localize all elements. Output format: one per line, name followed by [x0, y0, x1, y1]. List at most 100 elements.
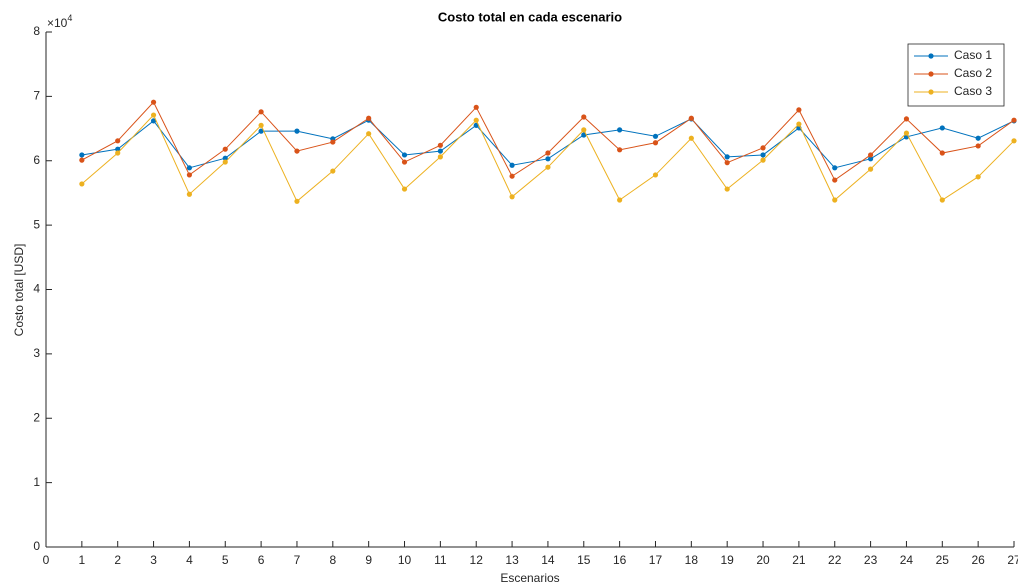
x-tick-label: 21 [792, 553, 806, 567]
data-point [330, 168, 336, 174]
x-tick-label: 17 [649, 553, 663, 567]
data-point [115, 150, 121, 156]
data-point [652, 140, 659, 146]
data-point [294, 128, 300, 134]
x-tick-label: 11 [434, 553, 447, 567]
data-point [401, 159, 408, 165]
x-tick-label: 6 [258, 553, 265, 567]
legend-label: Caso 1 [954, 48, 992, 62]
x-tick-label: 13 [505, 553, 519, 567]
x-tick-label: 3 [150, 553, 157, 567]
data-point [545, 164, 551, 170]
data-point [366, 115, 372, 121]
data-point [724, 160, 730, 166]
data-point [437, 154, 443, 160]
data-point [903, 116, 910, 122]
data-point [79, 152, 85, 158]
x-tick-label: 14 [541, 553, 555, 567]
x-tick-label: 18 [685, 553, 699, 567]
data-point [939, 150, 945, 156]
data-point [115, 138, 121, 144]
data-point [1011, 138, 1017, 144]
data-point [581, 114, 587, 120]
data-point [150, 112, 157, 118]
y-exponent-base: ×10 [47, 16, 68, 30]
x-tick-label: 26 [971, 553, 985, 567]
data-point [437, 142, 443, 148]
legend: Caso 1 Caso 2 Caso 3 [907, 43, 1005, 107]
x-tick-label: 27 [1007, 553, 1018, 567]
data-point [186, 165, 193, 171]
data-point [473, 117, 479, 123]
data-point [186, 172, 193, 178]
x-tick-label: 8 [329, 553, 336, 567]
data-point [760, 145, 766, 151]
y-tick-label: 0 [33, 539, 40, 553]
x-tick-label: 15 [577, 553, 591, 567]
data-point [222, 146, 228, 152]
data-point [545, 156, 551, 162]
data-point [688, 115, 694, 121]
chart-title: Costo total en cada escenario [438, 9, 622, 24]
data-point [867, 166, 874, 172]
data-point [652, 172, 659, 178]
legend-marker [928, 71, 934, 77]
y-exponent-power: 4 [67, 13, 72, 23]
y-axis-label: Costo total [USD] [12, 244, 26, 337]
data-point [401, 186, 408, 192]
y-tick-label: 1 [33, 475, 40, 489]
data-point [832, 165, 838, 171]
data-point [330, 139, 336, 145]
data-point [115, 146, 121, 152]
y-tick-label: 7 [33, 89, 40, 103]
data-point [222, 155, 228, 161]
data-point [150, 99, 157, 105]
data-point [975, 135, 981, 141]
data-point [473, 104, 479, 110]
data-point [867, 152, 874, 158]
x-tick-label: 16 [613, 553, 627, 567]
data-point [939, 197, 945, 203]
y-tick-label: 3 [33, 346, 40, 360]
data-point [1011, 117, 1017, 123]
data-point [760, 157, 766, 163]
data-point [867, 156, 874, 162]
x-tick-label: 10 [398, 553, 412, 567]
data-point [258, 109, 264, 115]
x-tick-label: 4 [186, 553, 193, 567]
y-tick-label: 8 [33, 24, 40, 38]
data-point [760, 152, 766, 158]
x-tick-label: 7 [294, 553, 301, 567]
data-point [903, 130, 910, 136]
x-tick-label: 5 [222, 553, 229, 567]
legend-marker [928, 53, 934, 59]
data-point [294, 148, 300, 154]
data-point [509, 173, 515, 179]
data-point [796, 107, 802, 113]
x-axis-label: Escenarios [500, 571, 559, 585]
data-point [79, 157, 85, 163]
data-point [617, 127, 623, 133]
data-point [222, 159, 228, 165]
data-point [581, 127, 587, 133]
x-tick-label: 2 [114, 553, 121, 567]
x-tick-label: 24 [900, 553, 914, 567]
x-tick-label: 20 [756, 553, 770, 567]
x-tick-label: 22 [828, 553, 842, 567]
data-point [437, 148, 443, 154]
data-point [832, 177, 838, 183]
legend-label: Caso 2 [954, 66, 992, 80]
data-point [652, 133, 659, 139]
data-point [509, 162, 515, 168]
x-tick-label: 19 [721, 553, 735, 567]
x-tick-label: 0 [43, 553, 50, 567]
data-point [150, 118, 157, 124]
legend-label: Caso 3 [954, 84, 992, 98]
data-point [366, 131, 372, 137]
x-tick-label: 9 [365, 553, 372, 567]
y-tick-label: 4 [33, 282, 40, 296]
data-point [688, 135, 694, 141]
data-point [545, 150, 551, 156]
data-point [796, 121, 802, 127]
